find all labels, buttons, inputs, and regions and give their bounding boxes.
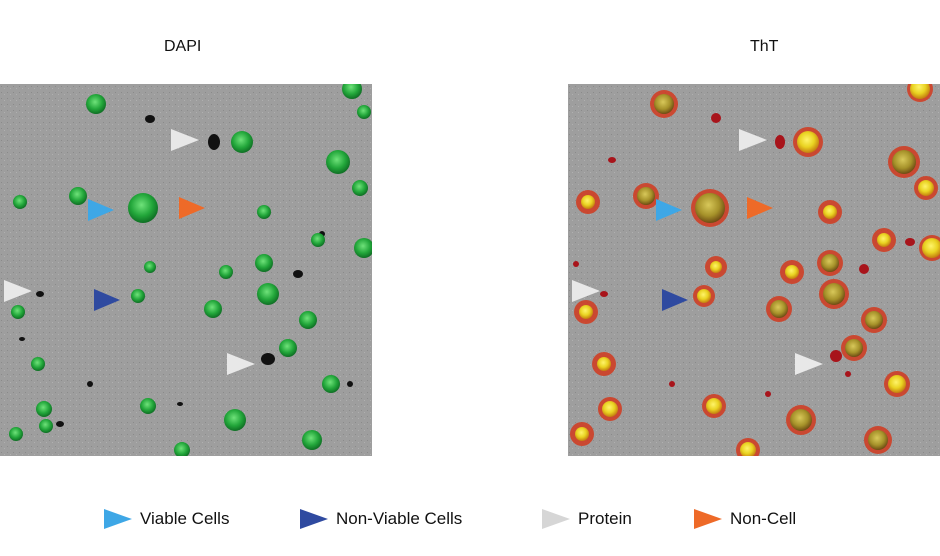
legend-label: Viable Cells: [140, 509, 230, 528]
legend-item-non-viable-cells: Non-Viable Cells: [300, 507, 462, 531]
viable-cell-arrow: [88, 199, 114, 221]
tht-panel-title: ThT: [750, 38, 779, 55]
non-cell-arrow: [747, 197, 773, 219]
tht-micrograph: [568, 84, 940, 456]
legend: Viable Cells Non-Viable Cells Protein No…: [0, 507, 940, 535]
legend-item-non-cell: Non-Cell: [694, 507, 796, 531]
legend-label: Non-Cell: [730, 509, 797, 528]
non-viable-cell-arrow: [662, 289, 688, 311]
non-cell-arrow-icon: [694, 509, 722, 529]
viable-cell-arrow: [656, 199, 682, 221]
protein-arrow: [572, 280, 600, 302]
protein-arrow: [4, 280, 32, 302]
legend-label: Protein: [578, 509, 632, 528]
non-viable-cell-arrow-icon: [300, 509, 328, 529]
legend-item-viable-cells: Viable Cells: [104, 507, 229, 531]
dapi-panel-title: DAPI: [164, 38, 202, 55]
protein-arrow-icon: [542, 509, 570, 529]
protein-arrow: [795, 353, 823, 375]
non-cell-arrow: [179, 197, 205, 219]
viable-cell-arrow-icon: [104, 509, 132, 529]
protein-arrow: [171, 129, 199, 151]
legend-label: Non-Viable Cells: [336, 509, 463, 528]
protein-arrow: [739, 129, 767, 151]
legend-item-protein: Protein: [542, 507, 632, 531]
non-viable-cell-arrow: [94, 289, 120, 311]
dapi-micrograph: [0, 84, 372, 456]
protein-arrow: [227, 353, 255, 375]
